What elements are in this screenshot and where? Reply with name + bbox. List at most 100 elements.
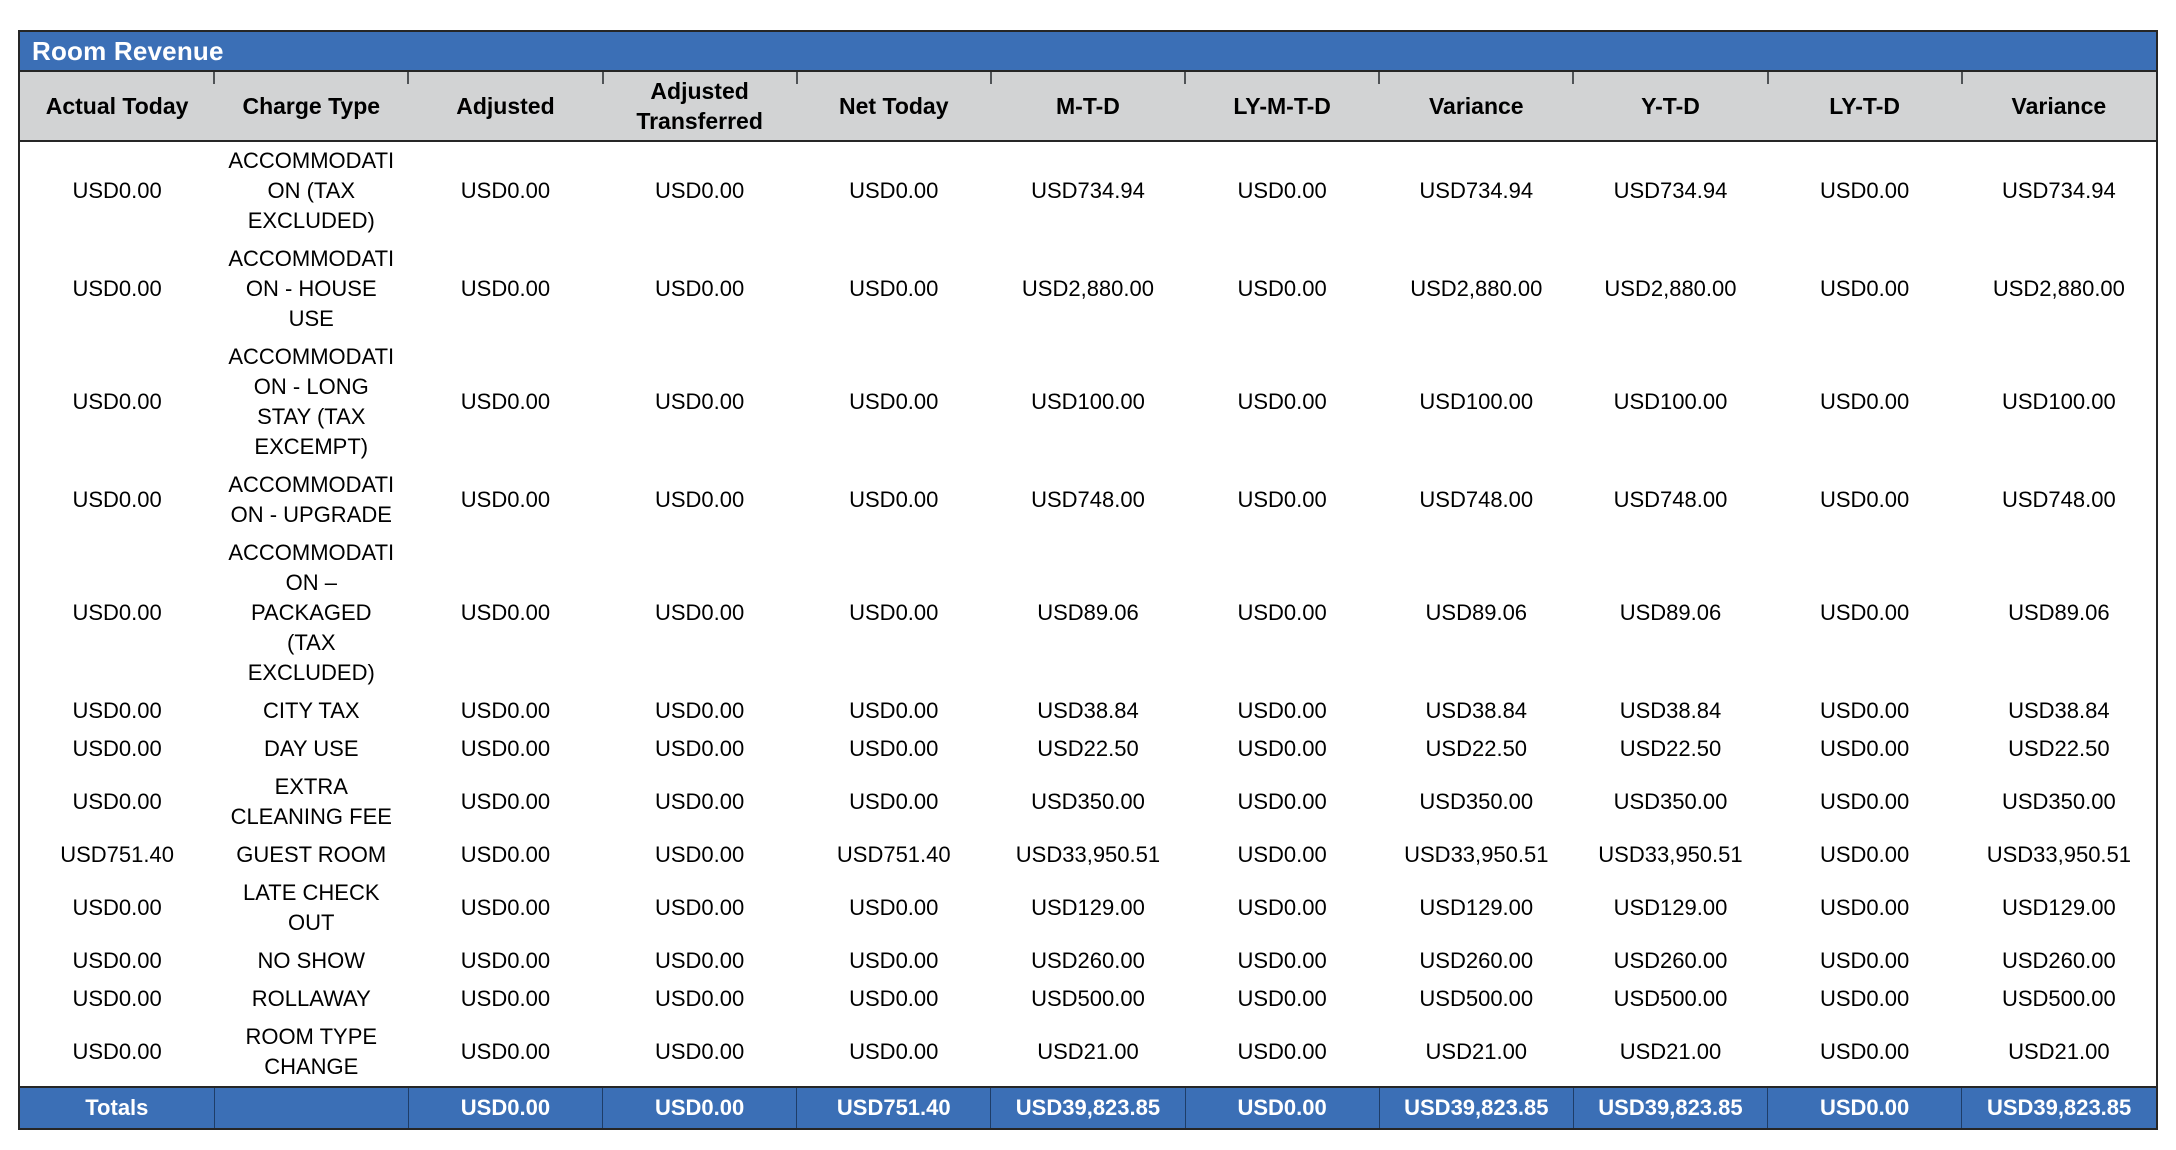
cell-ly-td: USD0.00	[1767, 141, 1962, 240]
cell-adjusted-transferred: USD0.00	[602, 338, 797, 466]
table-header: Actual Today Charge Type Adjusted Adjust…	[20, 70, 2156, 142]
cell-actual-today: USD751.40	[20, 836, 215, 874]
table-row: USD0.00 CITY TAX USD0.00 USD0.00 USD0.00 USD3…	[20, 692, 2156, 730]
cell-actual-today: USD0.00	[20, 942, 215, 980]
cell-variance-ytd: USD22.50	[1961, 730, 2156, 768]
cell-charge-type: ACCOMMODATI ON - UPGRADE	[214, 466, 409, 534]
cell-charge-type: NO SHOW	[214, 942, 409, 980]
cell-ytd: USD89.06	[1573, 534, 1768, 692]
cell-ytd: USD500.00	[1573, 980, 1768, 1018]
totals-variance-ytd: USD39,823.85	[1961, 1086, 2156, 1128]
table-row: USD0.00 DAY USE USD0.00 USD0.00 USD0.00 USD22…	[20, 730, 2156, 768]
cell-ytd: USD748.00	[1573, 466, 1768, 534]
cell-adjusted: USD0.00	[408, 836, 603, 874]
cell-net-today: USD0.00	[796, 141, 991, 240]
cell-ly-td: USD0.00	[1767, 534, 1962, 692]
cell-ly-mtd: USD0.00	[1185, 240, 1380, 338]
cell-ly-mtd: USD0.00	[1185, 692, 1380, 730]
cell-net-today: USD751.40	[796, 836, 991, 874]
table-row: USD0.00 ACCOMMODATI ON (TAX EXCLUDED) USD0…	[20, 141, 2156, 240]
cell-mtd: USD350.00	[990, 768, 1186, 836]
cell-ytd: USD21.00	[1573, 1018, 1768, 1087]
table-row: USD0.00 ROOM TYPE CHANGE USD0.00 USD0.00 USD…	[20, 1018, 2156, 1087]
cell-adjusted: USD0.00	[408, 338, 603, 466]
cell-mtd: USD2,880.00	[990, 240, 1186, 338]
cell-adjusted-transferred: USD0.00	[602, 692, 797, 730]
cell-charge-type: GUEST ROOM	[214, 836, 409, 874]
cell-adjusted: USD0.00	[408, 692, 603, 730]
cell-mtd: USD22.50	[990, 730, 1186, 768]
cell-actual-today: USD0.00	[20, 141, 215, 240]
cell-variance-mtd: USD500.00	[1379, 980, 1574, 1018]
totals-ytd: USD39,823.85	[1572, 1086, 1768, 1128]
cell-variance-mtd: USD2,880.00	[1379, 240, 1574, 338]
cell-charge-type: ACCOMMODATI ON – PACKAGED (TAX EXCLUDED)	[214, 534, 409, 692]
cell-adjusted-transferred: USD0.00	[602, 980, 797, 1018]
cell-ly-mtd: USD0.00	[1185, 942, 1380, 980]
cell-actual-today: USD0.00	[20, 466, 215, 534]
cell-mtd: USD748.00	[990, 466, 1186, 534]
cell-ytd: USD2,880.00	[1573, 240, 1768, 338]
cell-variance-ytd: USD89.06	[1961, 534, 2156, 692]
cell-actual-today: USD0.00	[20, 338, 215, 466]
table-row: USD0.00 NO SHOW USD0.00 USD0.00 USD0.00 USD26…	[20, 942, 2156, 980]
cell-variance-mtd: USD21.00	[1379, 1018, 1574, 1087]
cell-variance-mtd: USD350.00	[1379, 768, 1574, 836]
cell-charge-type: EXTRA CLEANING FEE	[214, 768, 409, 836]
cell-variance-ytd: USD350.00	[1961, 768, 2156, 836]
cell-variance-ytd: USD260.00	[1961, 942, 2156, 980]
cell-actual-today: USD0.00	[20, 692, 215, 730]
cell-ly-td: USD0.00	[1767, 942, 1962, 980]
cell-adjusted-transferred: USD0.00	[602, 466, 797, 534]
totals-mtd: USD39,823.85	[990, 1086, 1186, 1128]
cell-adjusted: USD0.00	[408, 466, 603, 534]
cell-ly-mtd: USD0.00	[1185, 768, 1380, 836]
totals-adjusted: USD0.00	[407, 1086, 603, 1128]
cell-ly-td: USD0.00	[1767, 466, 1962, 534]
cell-ly-td: USD0.00	[1767, 980, 1962, 1018]
table-footer: Totals USD0.00 USD0.00 USD751.40 USD39,8…	[20, 1086, 2156, 1128]
cell-adjusted: USD0.00	[408, 141, 603, 240]
cell-variance-ytd: USD2,880.00	[1961, 240, 2156, 338]
column-header-actual-today: Actual Today	[20, 70, 215, 142]
cell-ly-td: USD0.00	[1767, 874, 1962, 942]
column-header-charge-type: Charge Type	[213, 70, 409, 142]
cell-ly-mtd: USD0.00	[1185, 980, 1380, 1018]
report-title-bar: Room Revenue	[20, 32, 2156, 70]
table-row: USD751.40 GUEST ROOM USD0.00 USD0.00 USD751.…	[20, 836, 2156, 874]
cell-ly-td: USD0.00	[1767, 730, 1962, 768]
totals-variance-mtd: USD39,823.85	[1378, 1086, 1574, 1128]
cell-adjusted-transferred: USD0.00	[602, 534, 797, 692]
table-row: USD0.00 ACCOMMODATI ON - LONG STAY (TAX E…	[20, 338, 2156, 466]
cell-ytd: USD22.50	[1573, 730, 1768, 768]
table-row: USD0.00 ROLLAWAY USD0.00 USD0.00 USD0.00 USD5…	[20, 980, 2156, 1018]
cell-adjusted-transferred: USD0.00	[602, 942, 797, 980]
cell-variance-ytd: USD100.00	[1961, 338, 2156, 466]
cell-ytd: USD38.84	[1573, 692, 1768, 730]
cell-variance-ytd: USD21.00	[1961, 1018, 2156, 1087]
column-header-ly-mtd: LY-M-T-D	[1184, 70, 1380, 142]
cell-ly-td: USD0.00	[1767, 836, 1962, 874]
cell-adjusted-transferred: USD0.00	[602, 730, 797, 768]
cell-adjusted: USD0.00	[408, 980, 603, 1018]
cell-charge-type: ACCOMMODATI ON - HOUSE USE	[214, 240, 409, 338]
column-header-variance-mtd: Variance	[1378, 70, 1574, 142]
table-row: USD0.00 ACCOMMODATI ON - UPGRADE USD0.00 US…	[20, 466, 2156, 534]
cell-adjusted-transferred: USD0.00	[602, 240, 797, 338]
cell-net-today: USD0.00	[796, 466, 991, 534]
cell-charge-type: LATE CHECK OUT	[214, 874, 409, 942]
table-row: USD0.00 LATE CHECK OUT USD0.00 USD0.00 USD0.…	[20, 874, 2156, 942]
cell-mtd: USD500.00	[990, 980, 1186, 1018]
cell-variance-mtd: USD38.84	[1379, 692, 1574, 730]
cell-net-today: USD0.00	[796, 942, 991, 980]
cell-mtd: USD33,950.51	[990, 836, 1186, 874]
cell-charge-type: ACCOMMODATI ON (TAX EXCLUDED)	[214, 141, 409, 240]
cell-ly-mtd: USD0.00	[1185, 836, 1380, 874]
cell-ly-td: USD0.00	[1767, 692, 1962, 730]
cell-net-today: USD0.00	[796, 240, 991, 338]
cell-variance-mtd: USD22.50	[1379, 730, 1574, 768]
cell-ly-td: USD0.00	[1767, 240, 1962, 338]
cell-ly-td: USD0.00	[1767, 768, 1962, 836]
cell-ytd: USD33,950.51	[1573, 836, 1768, 874]
cell-adjusted: USD0.00	[408, 534, 603, 692]
